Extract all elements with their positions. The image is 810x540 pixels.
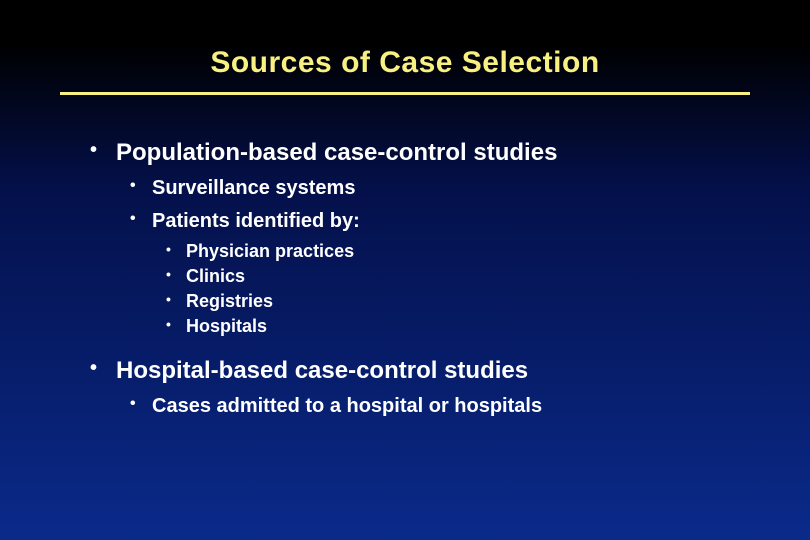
list-item: Clinics — [166, 266, 720, 287]
list-item: Registries — [166, 291, 720, 312]
list-item: Population-based case-control studies Su… — [90, 139, 720, 337]
slide: Sources of Case Selection Population-bas… — [0, 0, 810, 540]
list-item: Surveillance systems — [130, 177, 720, 200]
list-item: Hospital-based case-control studies Case… — [90, 357, 720, 418]
bullet-text: Surveillance systems — [152, 177, 355, 199]
list-item: Cases admitted to a hospital or hospital… — [130, 395, 720, 418]
bullet-text: Patients identified by: — [152, 210, 360, 232]
list-item: Hospitals — [166, 316, 720, 337]
slide-title: Sources of Case Selection — [0, 0, 810, 80]
bullet-text: Population-based case-control studies — [116, 139, 557, 166]
bullet-text: Physician practices — [186, 241, 354, 261]
bullet-text: Hospital-based case-control studies — [116, 357, 528, 384]
bullet-list-lvl2: Surveillance systems Patients identified… — [116, 177, 720, 337]
bullet-list-lvl3: Physician practices Clinics Registries H… — [152, 241, 720, 337]
bullet-text: Clinics — [186, 266, 245, 286]
bullet-list-lvl1: Population-based case-control studies Su… — [90, 139, 720, 418]
bullet-list-lvl2: Cases admitted to a hospital or hospital… — [116, 395, 720, 418]
list-item: Patients identified by: Physician practi… — [130, 210, 720, 337]
bullet-text: Registries — [186, 291, 273, 311]
bullet-text: Cases admitted to a hospital or hospital… — [152, 395, 542, 417]
bullet-text: Hospitals — [186, 316, 267, 336]
slide-content: Population-based case-control studies Su… — [0, 95, 810, 418]
list-item: Physician practices — [166, 241, 720, 262]
